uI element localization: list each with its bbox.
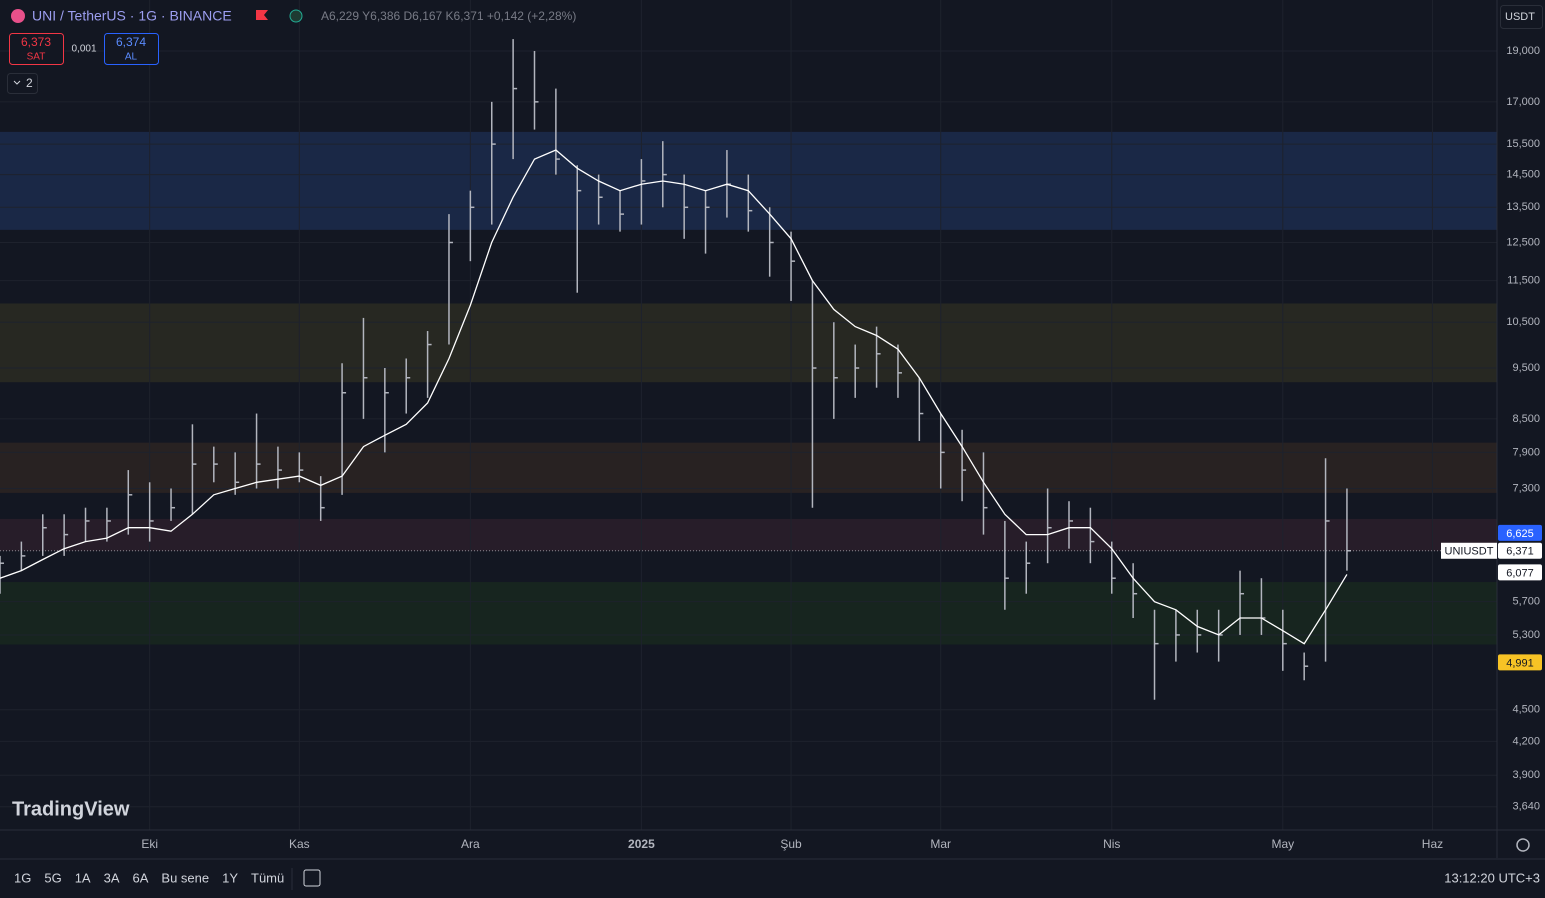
- price-label: 6,371: [1506, 546, 1534, 558]
- y-tick-label: 11,500: [1507, 275, 1540, 287]
- symbol-icon: [11, 9, 25, 23]
- currency[interactable]: USDT: [1505, 11, 1535, 23]
- range-button[interactable]: 6A: [133, 870, 149, 885]
- y-tick-label: 14,500: [1506, 169, 1540, 181]
- range-button[interactable]: 1G: [14, 870, 31, 885]
- range-button[interactable]: 3A: [104, 870, 120, 885]
- y-tick-label: 4,200: [1512, 735, 1540, 747]
- flag-icon[interactable]: [256, 10, 268, 20]
- buy-label[interactable]: AL: [125, 52, 138, 63]
- calendar-icon[interactable]: [303, 869, 321, 887]
- price-label-box: [1498, 524, 1542, 541]
- x-tick-label: Haz: [1422, 837, 1443, 851]
- y-tick-label: 17,000: [1506, 96, 1540, 108]
- zone: [0, 518, 1497, 551]
- sell-price[interactable]: 6,373: [21, 35, 51, 49]
- x-tick-label: May: [1271, 837, 1294, 851]
- x-tick-label: Ara: [461, 837, 480, 851]
- x-tick-label: Şub: [780, 837, 802, 851]
- price-label: 6,077: [1506, 567, 1534, 579]
- range-button[interactable]: Bu sene: [161, 870, 209, 885]
- y-tick-label: 15,500: [1506, 138, 1540, 150]
- y-tick-label: 8,500: [1512, 413, 1540, 425]
- plot-area: [0, 0, 1497, 830]
- symbol-tag-box: [1441, 542, 1497, 559]
- settings-icon[interactable]: [1516, 838, 1530, 852]
- range-button[interactable]: 1A: [75, 870, 91, 885]
- x-tick-label: Kas: [289, 837, 310, 851]
- price-label: 4,991: [1506, 657, 1534, 669]
- zone: [0, 303, 1497, 383]
- range-button[interactable]: 5G: [44, 870, 61, 885]
- chevron-icon: [13, 80, 21, 85]
- y-tick-label: 3,640: [1512, 801, 1540, 813]
- y-tick-label: 10,500: [1506, 316, 1540, 328]
- price-label-box: [1498, 542, 1542, 559]
- ohlc-values: A6,229 Y6,386 D6,167 K6,371 +0,142 (+2,2…: [321, 9, 576, 23]
- x-tick-label: 2025: [628, 837, 655, 851]
- price-label: 6,625: [1506, 528, 1534, 540]
- y-tick-label: 7,300: [1512, 482, 1540, 494]
- spread: 0,001: [71, 44, 96, 55]
- moving-average: [0, 149, 1348, 645]
- symbol-title[interactable]: UNI / TetherUS · 1G · BINANCE: [32, 8, 232, 24]
- sell-label[interactable]: SAT: [27, 52, 46, 63]
- y-tick-label: 3,900: [1512, 769, 1540, 781]
- price-label-box: [1498, 654, 1542, 671]
- x-tick-label: Nis: [1103, 837, 1120, 851]
- currency-button[interactable]: [1500, 5, 1543, 29]
- y-tick-label: 9,500: [1512, 362, 1540, 374]
- status-icon: [289, 9, 303, 23]
- symbol-tag: UNIUSDT: [1445, 546, 1494, 558]
- zone: [0, 582, 1497, 645]
- x-tick-label: Mar: [930, 837, 951, 851]
- watermark: TradingView: [12, 798, 130, 820]
- x-tick-label: Eki: [141, 837, 158, 851]
- y-tick-label: 19,000: [1506, 45, 1540, 57]
- y-tick-label: 5,700: [1512, 596, 1540, 608]
- y-tick-label: 7,900: [1512, 446, 1540, 458]
- y-tick-label: 5,300: [1512, 629, 1540, 641]
- y-tick-label: 13,500: [1506, 201, 1540, 213]
- sell-button[interactable]: [9, 33, 64, 65]
- clock: 13:12:20 UTC+3: [1444, 870, 1540, 885]
- y-tick-label: 12,500: [1506, 236, 1540, 248]
- price-label-box: [1498, 564, 1542, 581]
- buy-button[interactable]: [104, 33, 159, 65]
- range-button[interactable]: 1Y: [222, 870, 238, 885]
- indicators-count[interactable]: 2: [26, 76, 33, 90]
- range-button[interactable]: Tümü: [251, 870, 284, 885]
- zone: [0, 442, 1497, 493]
- buy-price[interactable]: 6,374: [116, 35, 146, 49]
- indicators-toggle[interactable]: [7, 73, 38, 94]
- y-tick-label: 4,500: [1512, 704, 1540, 716]
